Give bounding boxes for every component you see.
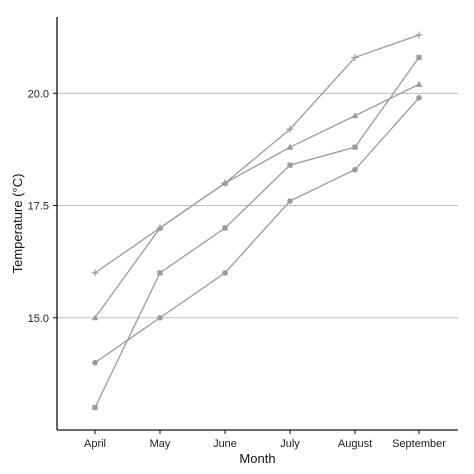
series-3-point-4 bbox=[287, 162, 293, 168]
series-4-point-5 bbox=[352, 166, 358, 173]
y-tick-label-2: 20.0 bbox=[28, 88, 49, 100]
y-ticks: 15.0 17.5 20.0 bbox=[28, 88, 57, 325]
y-tick-label-0: 15.0 bbox=[28, 313, 49, 325]
series-3-point-6 bbox=[416, 54, 422, 61]
series-2-line bbox=[94, 83, 420, 319]
x-tick-label-3: July bbox=[280, 438, 300, 450]
x-tick-label-0: April bbox=[84, 438, 106, 450]
y-axis-title: Temperature (°C) bbox=[10, 174, 25, 274]
x-axis-title: Month bbox=[239, 451, 275, 466]
series-2-point-4 bbox=[286, 143, 294, 150]
gridlines bbox=[57, 92, 458, 319]
series-4-line bbox=[94, 97, 420, 364]
series-3-point-2 bbox=[157, 270, 163, 276]
x-ticks: April May June July August September bbox=[84, 430, 446, 450]
series-2-point-6 bbox=[415, 80, 423, 87]
series-2-point-5 bbox=[351, 112, 359, 119]
series-2-point-3 bbox=[221, 179, 229, 186]
series-1-point-4 bbox=[286, 125, 294, 133]
series-2-point-1 bbox=[91, 314, 99, 321]
series-4-point-1 bbox=[92, 359, 98, 366]
series-2-point-2 bbox=[156, 224, 164, 231]
series-markers bbox=[91, 31, 423, 411]
x-tick-label-2: June bbox=[213, 438, 237, 450]
y-tick-label-1: 17.5 bbox=[28, 201, 49, 213]
series-3-point-3 bbox=[222, 225, 228, 231]
series-4-point-6 bbox=[416, 95, 422, 101]
series-3-line bbox=[94, 57, 420, 408]
series-1-line bbox=[94, 34, 420, 274]
series-4-point-2 bbox=[157, 314, 163, 321]
series-1-point-6 bbox=[415, 31, 423, 39]
series-1-point-1 bbox=[91, 269, 99, 277]
x-tick-label-5: September bbox=[392, 438, 446, 450]
series-4-point-3 bbox=[222, 270, 228, 276]
series-3-point-1 bbox=[92, 404, 98, 411]
series-1-point-5 bbox=[351, 53, 359, 61]
series-4-point-4 bbox=[287, 198, 293, 204]
series-3-point-5 bbox=[352, 144, 358, 150]
x-tick-label-1: May bbox=[150, 438, 171, 450]
series-lines bbox=[94, 34, 420, 408]
x-tick-label-4: August bbox=[338, 438, 372, 450]
